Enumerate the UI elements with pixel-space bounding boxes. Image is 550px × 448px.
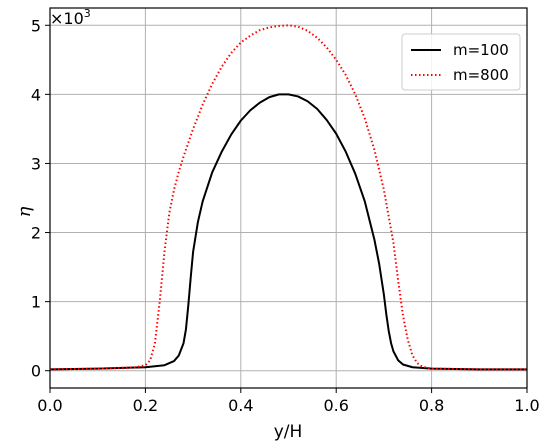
plot-area-frame bbox=[49, 7, 528, 389]
x-tick-label: 0.8 bbox=[419, 396, 444, 415]
y-tick-label: 5 bbox=[31, 16, 41, 35]
legend: m=100 m=800 bbox=[401, 33, 521, 91]
legend-label-m800: m=800 bbox=[453, 66, 509, 84]
y-axis-multiplier: ×103 bbox=[50, 7, 91, 28]
x-tick-label: 1.0 bbox=[514, 396, 539, 415]
x-tick-label: 0.0 bbox=[37, 396, 62, 415]
y-tick-label: 3 bbox=[31, 154, 41, 173]
x-tick-label: 0.6 bbox=[323, 396, 348, 415]
y-tick-label: 4 bbox=[31, 85, 41, 104]
series-line-m-100 bbox=[49, 93, 527, 371]
x-tick-label: 0.2 bbox=[133, 396, 158, 415]
y-tick-label: 0 bbox=[31, 362, 41, 381]
legend-label-m100: m=100 bbox=[453, 41, 509, 59]
x-axis-title: y/H bbox=[274, 422, 303, 442]
y-tick-label: 1 bbox=[31, 293, 41, 312]
y-tick-label: 2 bbox=[31, 224, 41, 243]
axis-ticks: 0.0 0.2 0.4 0.6 0.8 1.0 0 1 2 3 4 5 bbox=[31, 16, 540, 415]
series-line-m-800 bbox=[49, 24, 527, 371]
series-lines bbox=[49, 24, 527, 371]
x-tick-label: 0.4 bbox=[228, 396, 253, 415]
y-axis-title: η bbox=[14, 206, 35, 217]
